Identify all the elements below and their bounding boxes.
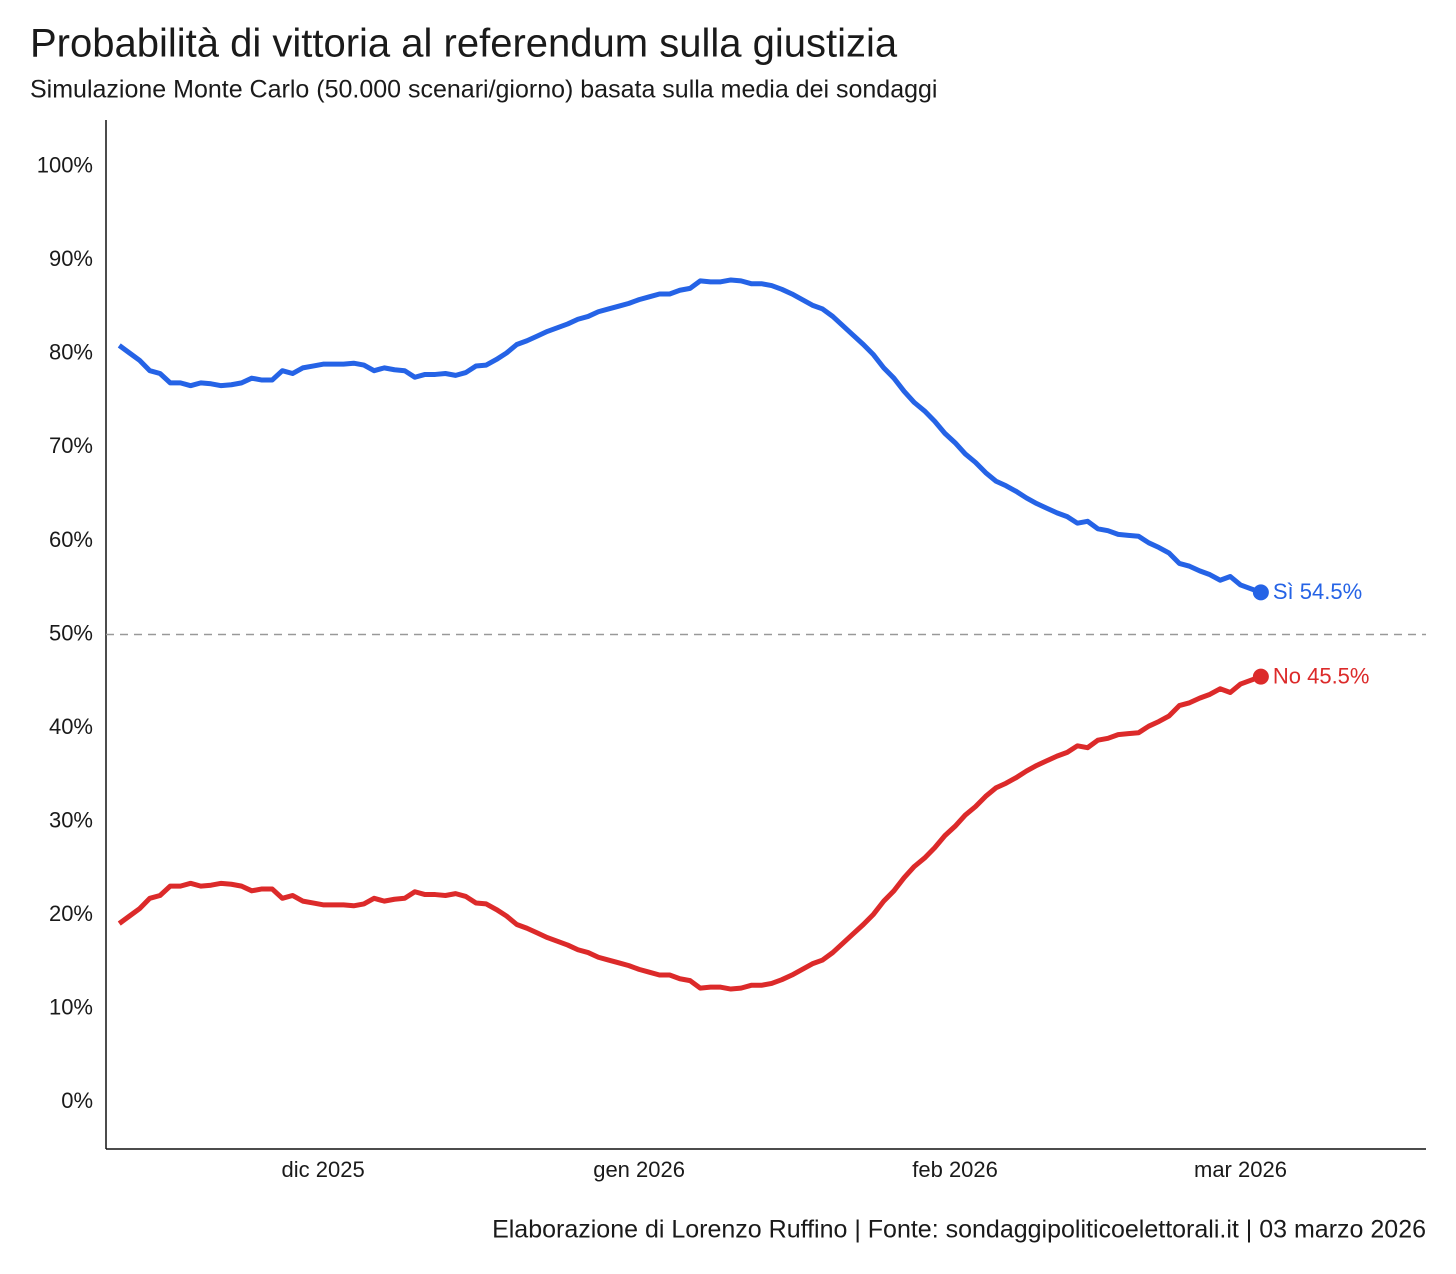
y-tick-label: 70% bbox=[49, 433, 93, 458]
chart-title: Probabilità di vittoria al referendum su… bbox=[30, 22, 898, 66]
y-tick-label: 30% bbox=[49, 807, 93, 832]
end-point bbox=[1252, 584, 1269, 601]
y-tick-label: 90% bbox=[49, 246, 93, 271]
y-tick-label: 100% bbox=[37, 153, 93, 178]
x-tick-label: dic 2025 bbox=[282, 1157, 365, 1182]
y-tick-label: 60% bbox=[49, 527, 93, 552]
y-tick-label: 50% bbox=[49, 620, 93, 645]
y-tick-label: 0% bbox=[61, 1088, 93, 1113]
y-tick-label: 40% bbox=[49, 714, 93, 739]
end-point bbox=[1252, 668, 1269, 685]
y-tick-label: 10% bbox=[49, 994, 93, 1019]
series-line bbox=[117, 674, 1262, 992]
end-label: Sì 54.5% bbox=[1273, 579, 1362, 604]
x-tick-label: gen 2026 bbox=[593, 1157, 685, 1182]
chart-subtitle: Simulazione Monte Carlo (50.000 scenari/… bbox=[30, 76, 937, 104]
y-tick-label: 20% bbox=[49, 901, 93, 926]
end-label: No 45.5% bbox=[1273, 663, 1370, 688]
x-tick-label: mar 2026 bbox=[1194, 1157, 1287, 1182]
caption: Elaborazione di Lorenzo Ruffino | Fonte:… bbox=[492, 1216, 1426, 1244]
x-tick-label: feb 2026 bbox=[912, 1157, 998, 1182]
y-tick-label: 80% bbox=[49, 340, 93, 365]
series-line bbox=[117, 277, 1262, 595]
